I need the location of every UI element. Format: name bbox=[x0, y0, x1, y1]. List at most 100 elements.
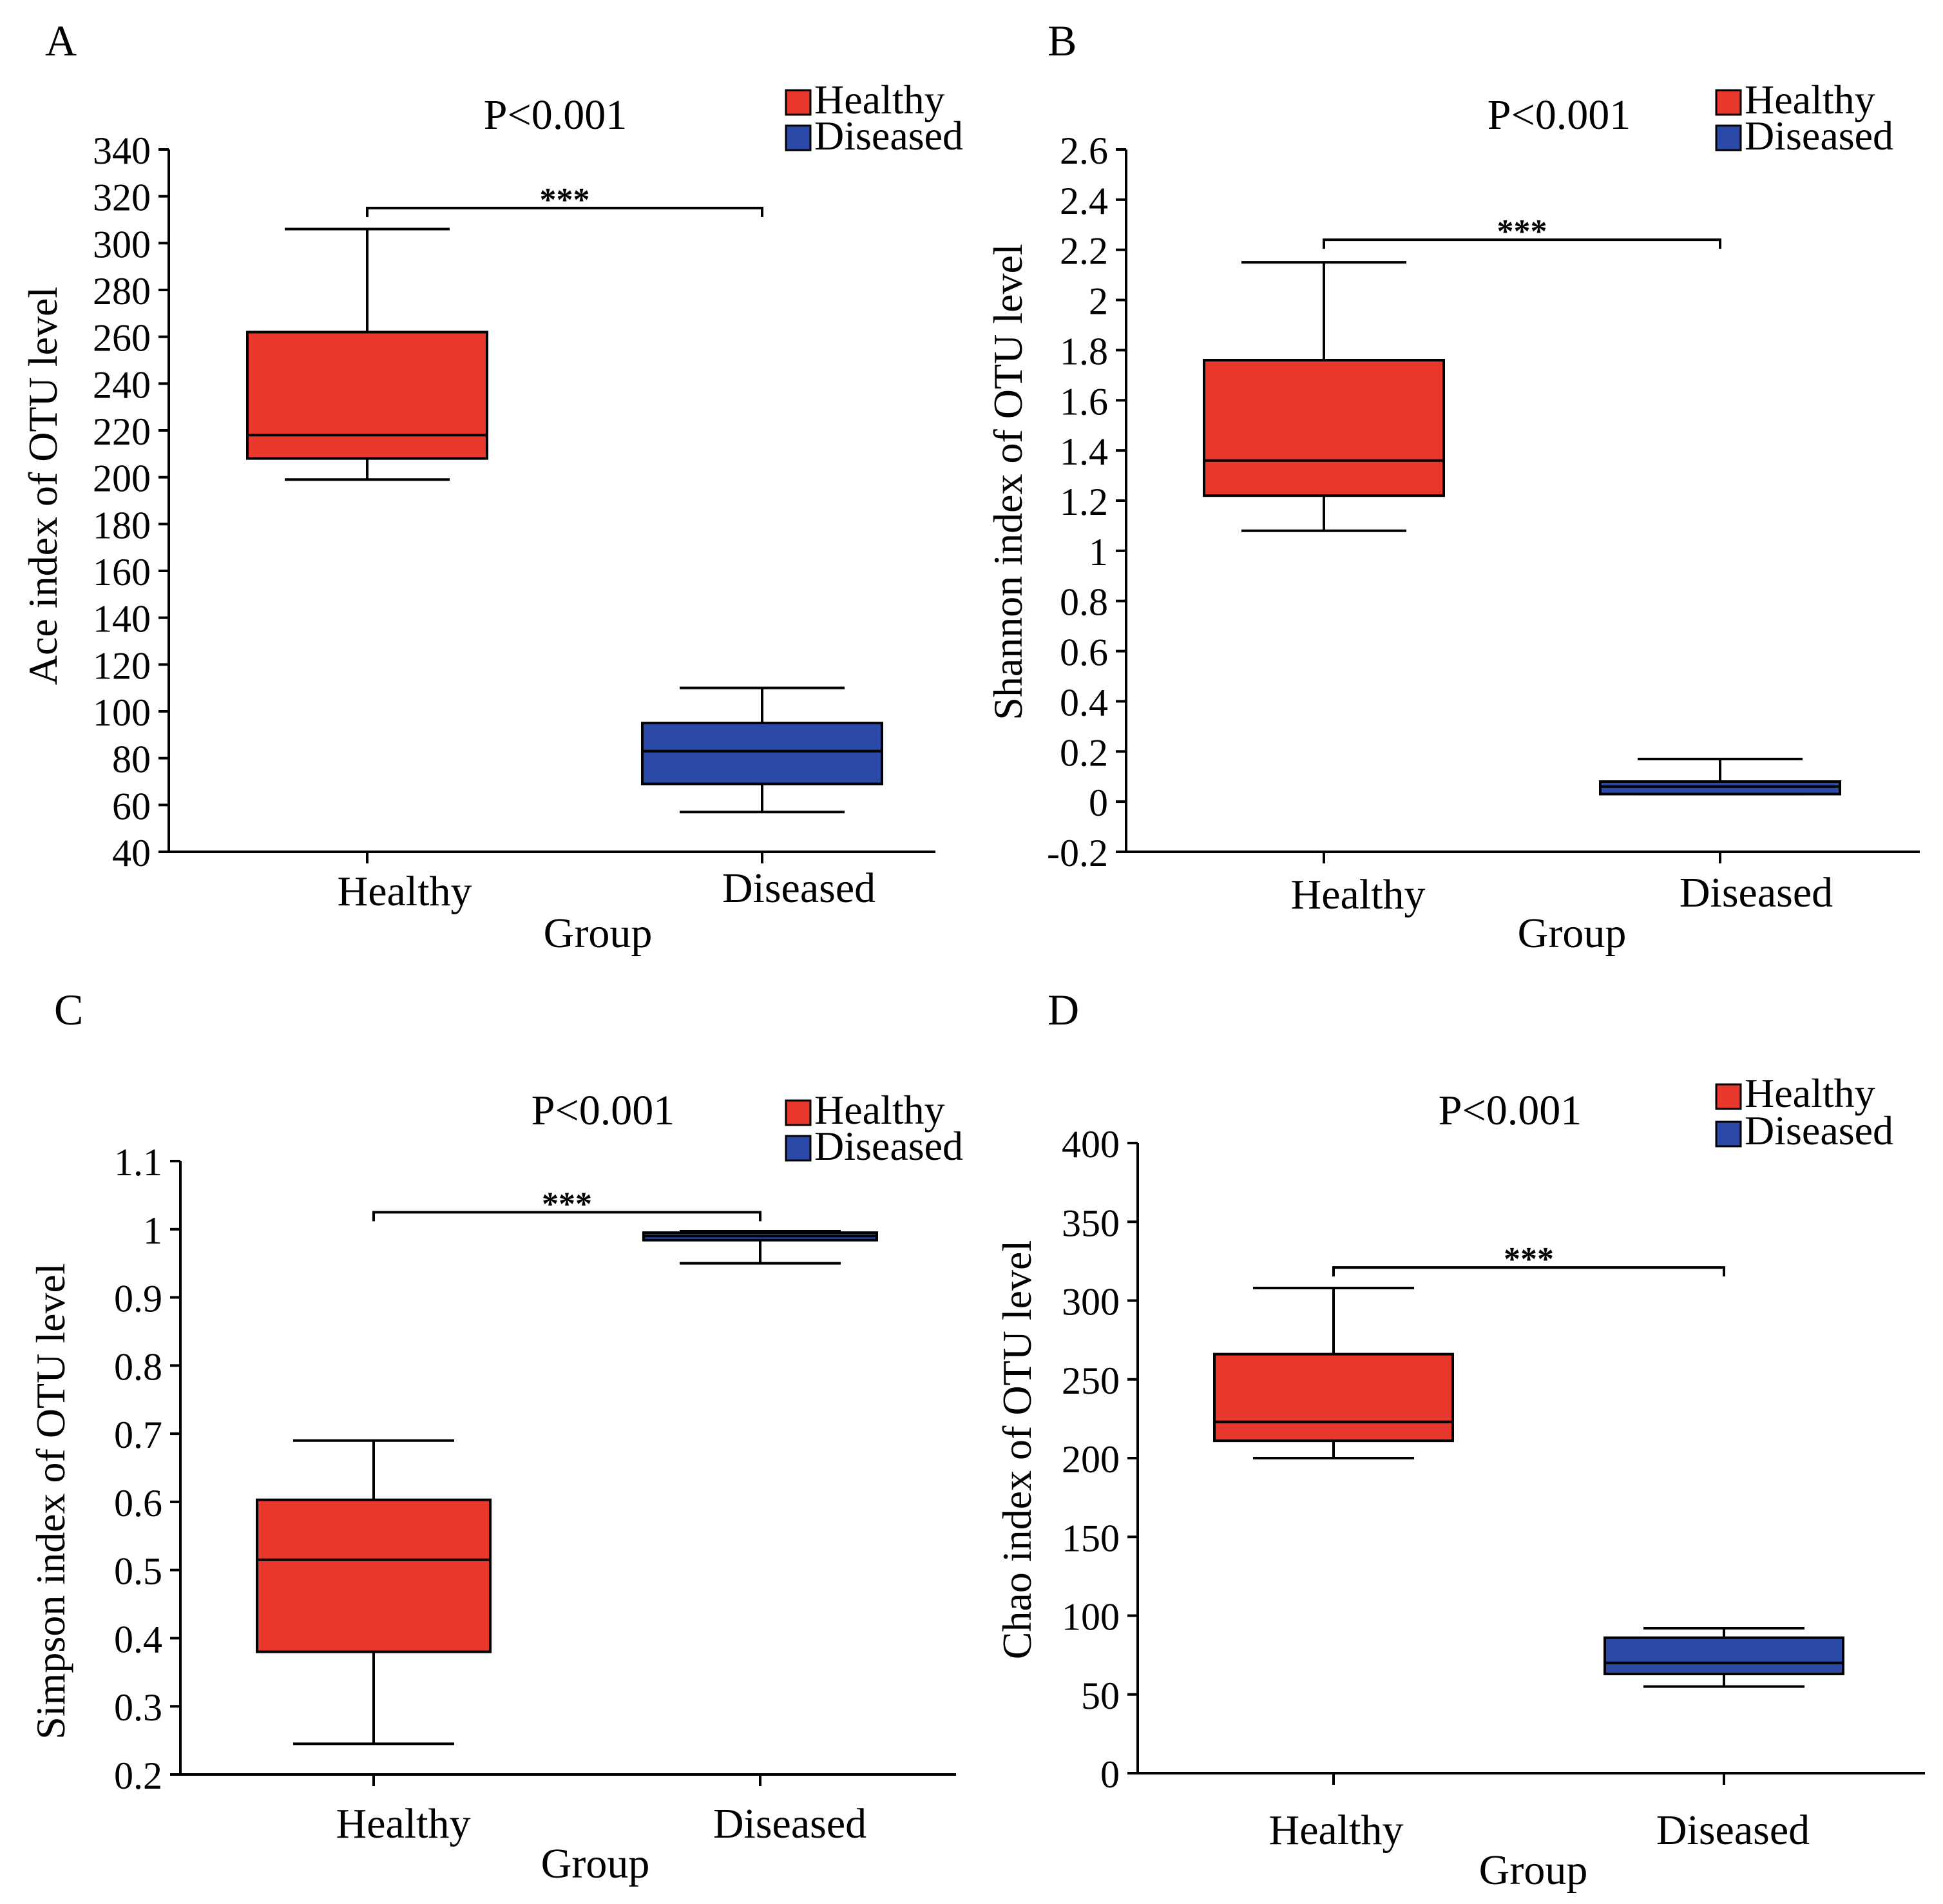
y-tick-label: 0 bbox=[1100, 1753, 1120, 1796]
panel-a: A P<0.001 Healthy Diseased Ace index of … bbox=[20, 16, 963, 957]
legend-label-healthy: Healthy bbox=[1745, 1070, 1875, 1116]
y-tick-label: 400 bbox=[1062, 1123, 1120, 1166]
legend-label-diseased: Diseased bbox=[814, 113, 963, 159]
y-tick-label: 300 bbox=[1062, 1281, 1120, 1323]
panel-c-pvalue: P<0.001 bbox=[531, 1087, 675, 1134]
panel-c-letter: C bbox=[54, 985, 83, 1034]
y-tick-label: 100 bbox=[1062, 1596, 1120, 1639]
y-tick-label: 340 bbox=[93, 130, 151, 172]
y-tick-label: 0.8 bbox=[114, 1345, 162, 1388]
y-tick-label: 2.4 bbox=[1060, 180, 1108, 222]
panel-c-legend: Healthy Diseased bbox=[785, 1087, 963, 1169]
panel-d-ylabel: Chao index of OTU level bbox=[994, 1240, 1040, 1660]
panel-a-letter: A bbox=[45, 16, 77, 65]
legend-label-healthy: Healthy bbox=[814, 1087, 945, 1133]
panel-b-xlabel: Group bbox=[1518, 910, 1627, 957]
legend-swatch-diseased bbox=[785, 1135, 812, 1162]
y-tick-label: 1.4 bbox=[1060, 430, 1108, 473]
y-tick-label: 1 bbox=[143, 1209, 162, 1252]
panel-d-xtick-diseased: Diseased bbox=[1656, 1807, 1810, 1854]
y-tick-label: 0.8 bbox=[1060, 581, 1108, 624]
y-tick-label: 200 bbox=[1062, 1438, 1120, 1481]
y-tick-label: 0.9 bbox=[114, 1278, 162, 1320]
box-diseased bbox=[1603, 1636, 1844, 1675]
significance-stars: *** bbox=[540, 182, 590, 218]
y-tick-label: 0.7 bbox=[114, 1414, 162, 1456]
y-tick-label: 140 bbox=[93, 598, 151, 640]
y-tick-label: 150 bbox=[1062, 1517, 1120, 1559]
y-tick-label: 0.6 bbox=[1060, 631, 1108, 674]
legend-label-healthy: Healthy bbox=[814, 77, 945, 122]
panel-b-ylabel: Shannon index of OTU level bbox=[985, 244, 1031, 720]
panel-d-plot: 0 50 100 150 200 250 300 350 400 *** bbox=[1062, 1123, 1925, 1796]
panel-b-pvalue: P<0.001 bbox=[1488, 91, 1631, 139]
y-tick-label: -0.2 bbox=[1047, 832, 1108, 874]
y-tick-label: 2.2 bbox=[1060, 230, 1108, 273]
significance-bracket bbox=[372, 1211, 761, 1222]
y-tick-label: 80 bbox=[112, 738, 151, 781]
panel-a-xtick-healthy: Healthy bbox=[338, 868, 472, 915]
legend-label-diseased: Diseased bbox=[1745, 1108, 1893, 1153]
y-tick-label: 0.6 bbox=[114, 1482, 162, 1524]
y-tick-label: 160 bbox=[93, 551, 151, 593]
y-tick-label: 280 bbox=[93, 270, 151, 313]
panel-a-legend: Healthy Diseased bbox=[785, 77, 963, 159]
panel-c: C P<0.001 Healthy Diseased Simpson index… bbox=[28, 985, 963, 1887]
y-tick-label: 220 bbox=[93, 410, 151, 453]
y-tick-label: 1.1 bbox=[114, 1141, 162, 1184]
legend-swatch-healthy bbox=[785, 89, 812, 116]
y-tick-label: 50 bbox=[1081, 1675, 1120, 1717]
panel-c-xtick-diseased: Diseased bbox=[713, 1800, 866, 1847]
panel-b-letter: B bbox=[1048, 16, 1077, 65]
panel-c-xlabel: Group bbox=[541, 1840, 650, 1887]
legend-label-diseased: Diseased bbox=[814, 1123, 963, 1169]
y-tick-label: 320 bbox=[93, 177, 151, 219]
panel-a-xtick-diseased: Diseased bbox=[722, 865, 876, 912]
legend-swatch-diseased bbox=[1715, 124, 1742, 151]
y-tick-label: 100 bbox=[93, 691, 151, 734]
panel-d-xtick-healthy: Healthy bbox=[1269, 1807, 1404, 1854]
y-tick-label: 1.6 bbox=[1060, 380, 1108, 423]
panel-b: B P<0.001 Healthy Diseased Shannon index… bbox=[985, 16, 1920, 957]
significance-stars: *** bbox=[542, 1186, 592, 1222]
legend-swatch-healthy bbox=[1715, 89, 1742, 116]
legend-swatch-healthy bbox=[785, 1099, 812, 1126]
box-healthy bbox=[1213, 1352, 1454, 1443]
legend-swatch-diseased bbox=[1715, 1120, 1742, 1148]
y-tick-label: 1 bbox=[1089, 531, 1108, 573]
panel-d: D P<0.001 Healthy Diseased Chao index of… bbox=[994, 985, 1925, 1894]
panel-a-ylabel: Ace index of OTU level bbox=[20, 287, 66, 685]
y-tick-label: 200 bbox=[93, 457, 151, 500]
y-tick-label: 40 bbox=[112, 832, 151, 874]
box-diseased bbox=[641, 722, 883, 785]
y-tick-label: 0.5 bbox=[114, 1550, 162, 1593]
significance-bracket bbox=[1323, 238, 1721, 249]
legend-swatch-healthy bbox=[1715, 1083, 1742, 1110]
legend-label-diseased: Diseased bbox=[1745, 113, 1893, 159]
panel-b-xtick-diseased: Diseased bbox=[1680, 869, 1833, 916]
y-tick-label: 1.8 bbox=[1060, 330, 1108, 372]
legend-label-healthy: Healthy bbox=[1745, 77, 1875, 122]
box-healthy bbox=[1203, 359, 1445, 497]
panel-d-legend: Healthy Diseased bbox=[1715, 1070, 1893, 1153]
y-tick-label: 2 bbox=[1089, 280, 1108, 323]
significance-stars: *** bbox=[1504, 1241, 1554, 1278]
panel-b-xtick-healthy: Healthy bbox=[1291, 871, 1426, 918]
significance-bracket bbox=[366, 206, 763, 217]
panel-b-plot: -0.2 0 0.2 0.4 0.6 0.8 1 1.2 1.4 1.6 1.8 2 2.2 2.4 2.6… bbox=[1047, 130, 1920, 874]
y-tick-label: 1.2 bbox=[1060, 481, 1108, 523]
y-tick-label: 180 bbox=[93, 504, 151, 546]
y-tick-label: 240 bbox=[93, 363, 151, 406]
y-tick-label: 350 bbox=[1062, 1202, 1120, 1244]
y-tick-label: 2.6 bbox=[1060, 130, 1108, 172]
y-tick-label: 120 bbox=[93, 644, 151, 687]
panel-c-xtick-healthy: Healthy bbox=[336, 1800, 471, 1847]
y-tick-label: 60 bbox=[112, 785, 151, 827]
y-tick-label: 0 bbox=[1089, 782, 1108, 824]
panel-a-pvalue: P<0.001 bbox=[484, 91, 627, 139]
panel-b-legend: Healthy Diseased bbox=[1715, 77, 1893, 159]
legend-swatch-diseased bbox=[785, 124, 812, 151]
y-tick-label: 260 bbox=[93, 317, 151, 360]
y-tick-label: 0.2 bbox=[114, 1755, 162, 1797]
